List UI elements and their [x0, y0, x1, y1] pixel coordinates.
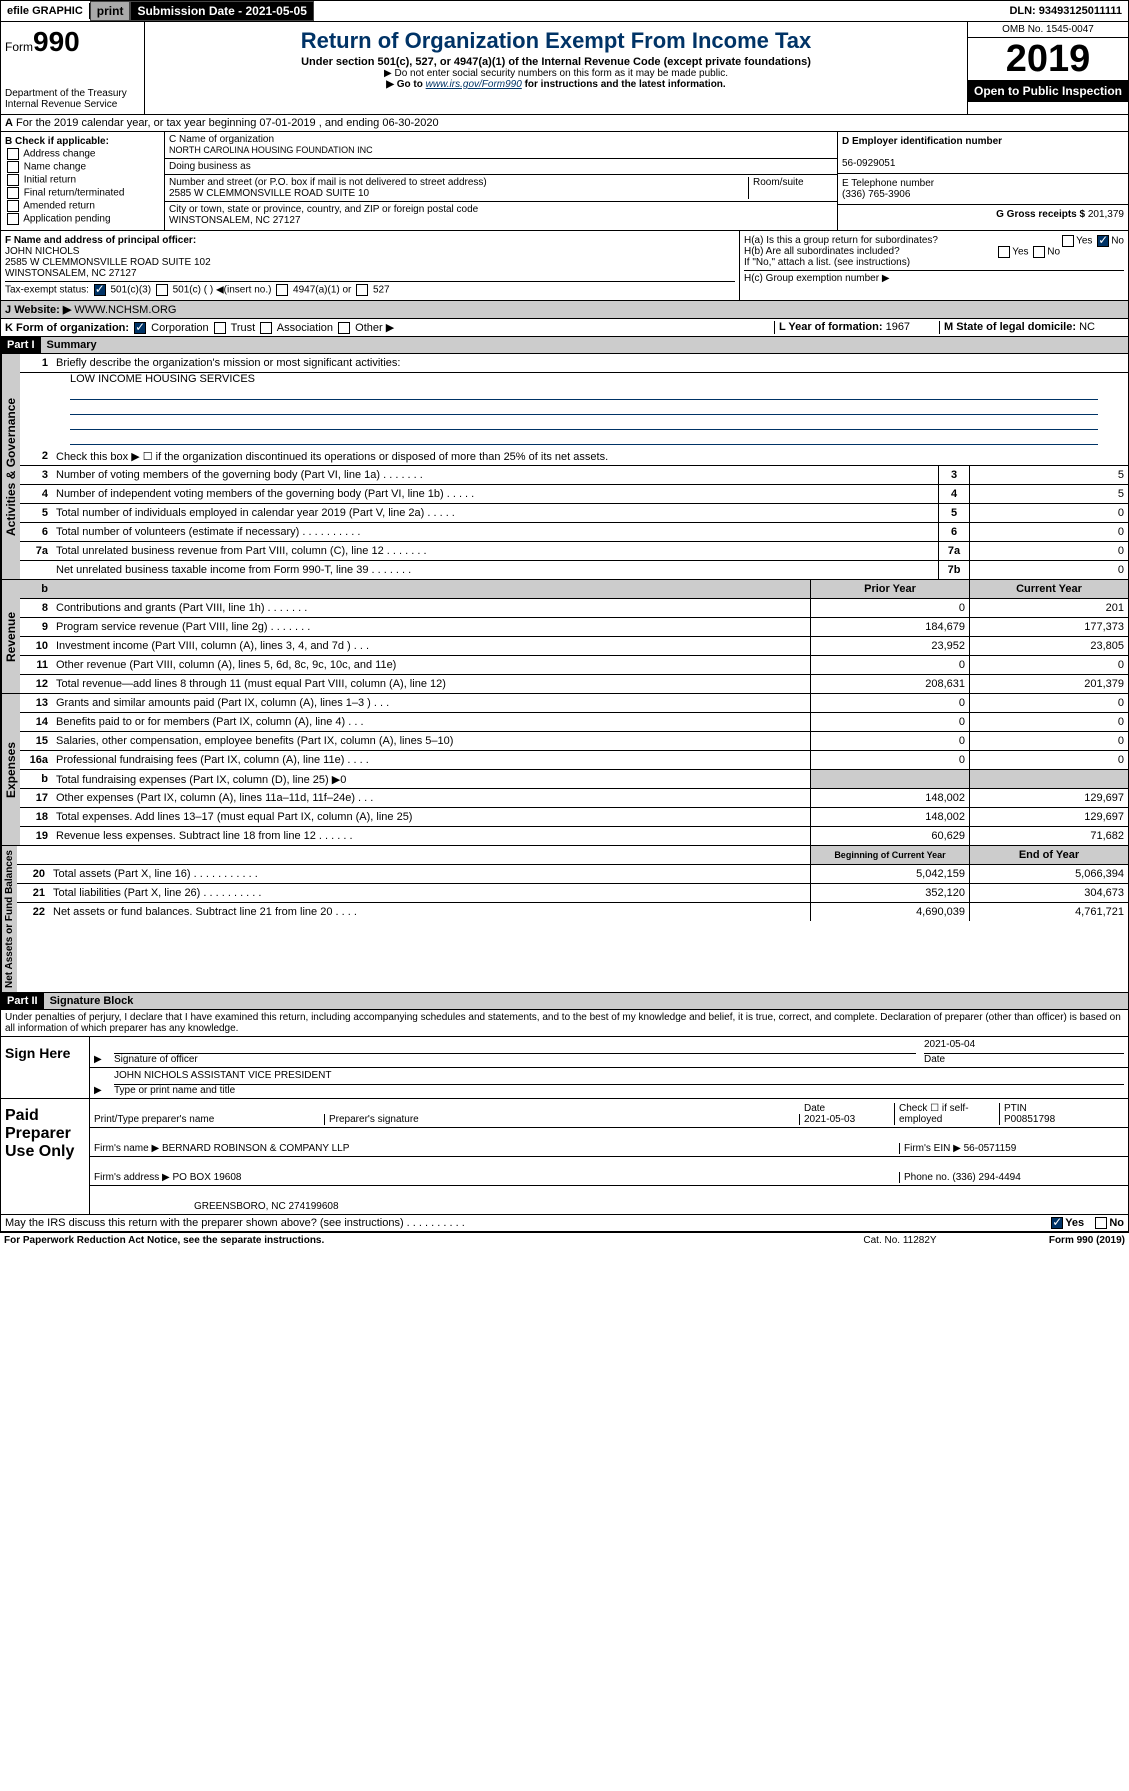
data-line: 18Total expenses. Add lines 13–17 (must …	[20, 808, 1128, 827]
open-to-inspection: Open to Public Inspection	[968, 80, 1128, 102]
subtitle-2: ▶ Do not enter social security numbers o…	[149, 68, 963, 79]
firm-name: BERNARD ROBINSON & COMPANY LLP	[162, 1143, 349, 1154]
4947-checkbox[interactable]	[276, 284, 288, 296]
part2-header: Part IISignature Block	[0, 993, 1129, 1010]
hb-yes[interactable]	[998, 246, 1010, 258]
box-c: C Name of organizationNORTH CAROLINA HOU…	[165, 132, 837, 230]
data-line: 22Net assets or fund balances. Subtract …	[17, 903, 1128, 921]
phone: (336) 765-3906	[842, 189, 910, 200]
discuss-no[interactable]	[1095, 1217, 1107, 1229]
box-klm: K Form of organization: Corporation Trus…	[0, 319, 1129, 337]
box-h: H(a) Is this a group return for subordin…	[739, 231, 1128, 300]
part1-header: Part ISummary	[0, 337, 1129, 354]
gov-line: 5Total number of individuals employed in…	[20, 504, 1128, 523]
org-name: NORTH CAROLINA HOUSING FOUNDATION INC	[169, 145, 373, 155]
firm-ein: 56-0571159	[964, 1143, 1017, 1154]
hb-no[interactable]	[1033, 246, 1045, 258]
ha-yes[interactable]	[1062, 235, 1074, 247]
box-defg: D Employer identification number56-09290…	[837, 132, 1128, 230]
data-line: 16aProfessional fundraising fees (Part I…	[20, 751, 1128, 770]
website: WWW.NCHSM.ORG	[74, 304, 176, 316]
501c-checkbox[interactable]	[156, 284, 168, 296]
data-line: 9Program service revenue (Part VIII, lin…	[20, 618, 1128, 637]
form990-link[interactable]: www.irs.gov/Form990	[426, 79, 522, 90]
data-line: 15Salaries, other compensation, employee…	[20, 732, 1128, 751]
footer: For Paperwork Reduction Act Notice, see …	[0, 1232, 1129, 1248]
data-line: 13Grants and similar amounts paid (Part …	[20, 694, 1128, 713]
dln: DLN: 93493125011111	[1003, 3, 1128, 19]
box-b: B Check if applicable: Address change Na…	[1, 132, 165, 230]
box-j: J Website: ▶ WWW.NCHSM.ORG	[0, 301, 1129, 319]
form-ref: Form 990 (2019)	[975, 1235, 1125, 1246]
ein: 56-0929051	[842, 158, 895, 169]
gov-line: 6Total number of volunteers (estimate if…	[20, 523, 1128, 542]
box-f: F Name and address of principal officer:…	[1, 231, 739, 300]
org-city: WINSTONSALEM, NC 27127	[169, 215, 301, 226]
mission: LOW INCOME HOUSING SERVICES	[20, 373, 1128, 385]
gov-line: 3Number of voting members of the governi…	[20, 466, 1128, 485]
efile-label: efile GRAPHIC	[1, 3, 90, 19]
perjury-statement: Under penalties of perjury, I declare th…	[0, 1010, 1129, 1037]
gov-line: Net unrelated business taxable income fr…	[20, 561, 1128, 579]
irs-label: Internal Revenue Service	[5, 99, 140, 110]
print-button[interactable]: print	[90, 1, 131, 21]
netassets-label: Net Assets or Fund Balances	[1, 846, 17, 992]
discuss-line: May the IRS discuss this return with the…	[0, 1215, 1129, 1232]
data-line: 21Total liabilities (Part X, line 26) . …	[17, 884, 1128, 903]
gov-line: 7aTotal unrelated business revenue from …	[20, 542, 1128, 561]
data-line: 19Revenue less expenses. Subtract line 1…	[20, 827, 1128, 845]
k-trust[interactable]	[214, 322, 226, 334]
data-line: 14Benefits paid to or for members (Part …	[20, 713, 1128, 732]
state: NC	[1079, 321, 1095, 333]
officer-name-sig: JOHN NICHOLS ASSISTANT VICE PRESIDENT	[114, 1070, 1124, 1085]
501c3-checkbox[interactable]	[94, 284, 106, 296]
header-bar: efile GRAPHIC print Submission Date - 20…	[0, 0, 1129, 22]
firm-addr: PO BOX 19608	[173, 1172, 242, 1183]
data-line: 11Other revenue (Part VIII, column (A), …	[20, 656, 1128, 675]
k-corp[interactable]	[134, 322, 146, 334]
data-line: 20Total assets (Part X, line 16) . . . .…	[17, 865, 1128, 884]
omb-number: OMB No. 1545-0047	[968, 22, 1128, 38]
data-line: bTotal fundraising expenses (Part IX, co…	[20, 770, 1128, 789]
sign-date: 2021-05-04	[924, 1039, 1124, 1054]
governance-label: Activities & Governance	[1, 354, 20, 579]
data-line: 12Total revenue—add lines 8 through 11 (…	[20, 675, 1128, 693]
sign-here: Sign Here ▶Signature of officer2021-05-0…	[0, 1037, 1129, 1099]
subtitle-3: ▶ Go to www.irs.gov/Form990 for instruct…	[149, 79, 963, 90]
form-number: Form990	[5, 26, 140, 58]
data-line: 10Investment income (Part VIII, column (…	[20, 637, 1128, 656]
firm-phone: (336) 294-4494	[952, 1172, 1020, 1183]
ptin: P00851798	[1004, 1114, 1055, 1125]
dept-label: Department of the Treasury	[5, 88, 140, 99]
k-assoc[interactable]	[260, 322, 272, 334]
527-checkbox[interactable]	[356, 284, 368, 296]
officer-name: JOHN NICHOLS	[5, 246, 79, 257]
submission-date: Submission Date - 2021-05-05	[130, 1, 313, 21]
subtitle-1: Under section 501(c), 527, or 4947(a)(1)…	[149, 56, 963, 68]
k-other[interactable]	[338, 322, 350, 334]
discuss-yes[interactable]	[1051, 1217, 1063, 1229]
tax-year: 2019	[968, 38, 1128, 80]
title-block: Form990 Department of the Treasury Inter…	[0, 22, 1129, 115]
revenue-label: Revenue	[1, 580, 20, 693]
year-formed: 1967	[886, 321, 910, 333]
gross-receipts: 201,379	[1088, 209, 1124, 220]
line-a: A For the 2019 calendar year, or tax yea…	[0, 115, 1129, 132]
prep-date: 2021-05-03	[804, 1114, 855, 1125]
form-title: Return of Organization Exempt From Incom…	[149, 28, 963, 54]
org-address: 2585 W CLEMMONSVILLE ROAD SUITE 10	[169, 188, 369, 199]
data-line: 8Contributions and grants (Part VIII, li…	[20, 599, 1128, 618]
ha-no[interactable]	[1097, 235, 1109, 247]
expenses-label: Expenses	[1, 694, 20, 845]
data-line: 17Other expenses (Part IX, column (A), l…	[20, 789, 1128, 808]
gov-line: 4Number of independent voting members of…	[20, 485, 1128, 504]
paid-preparer: Paid Preparer Use Only Print/Type prepar…	[0, 1099, 1129, 1215]
